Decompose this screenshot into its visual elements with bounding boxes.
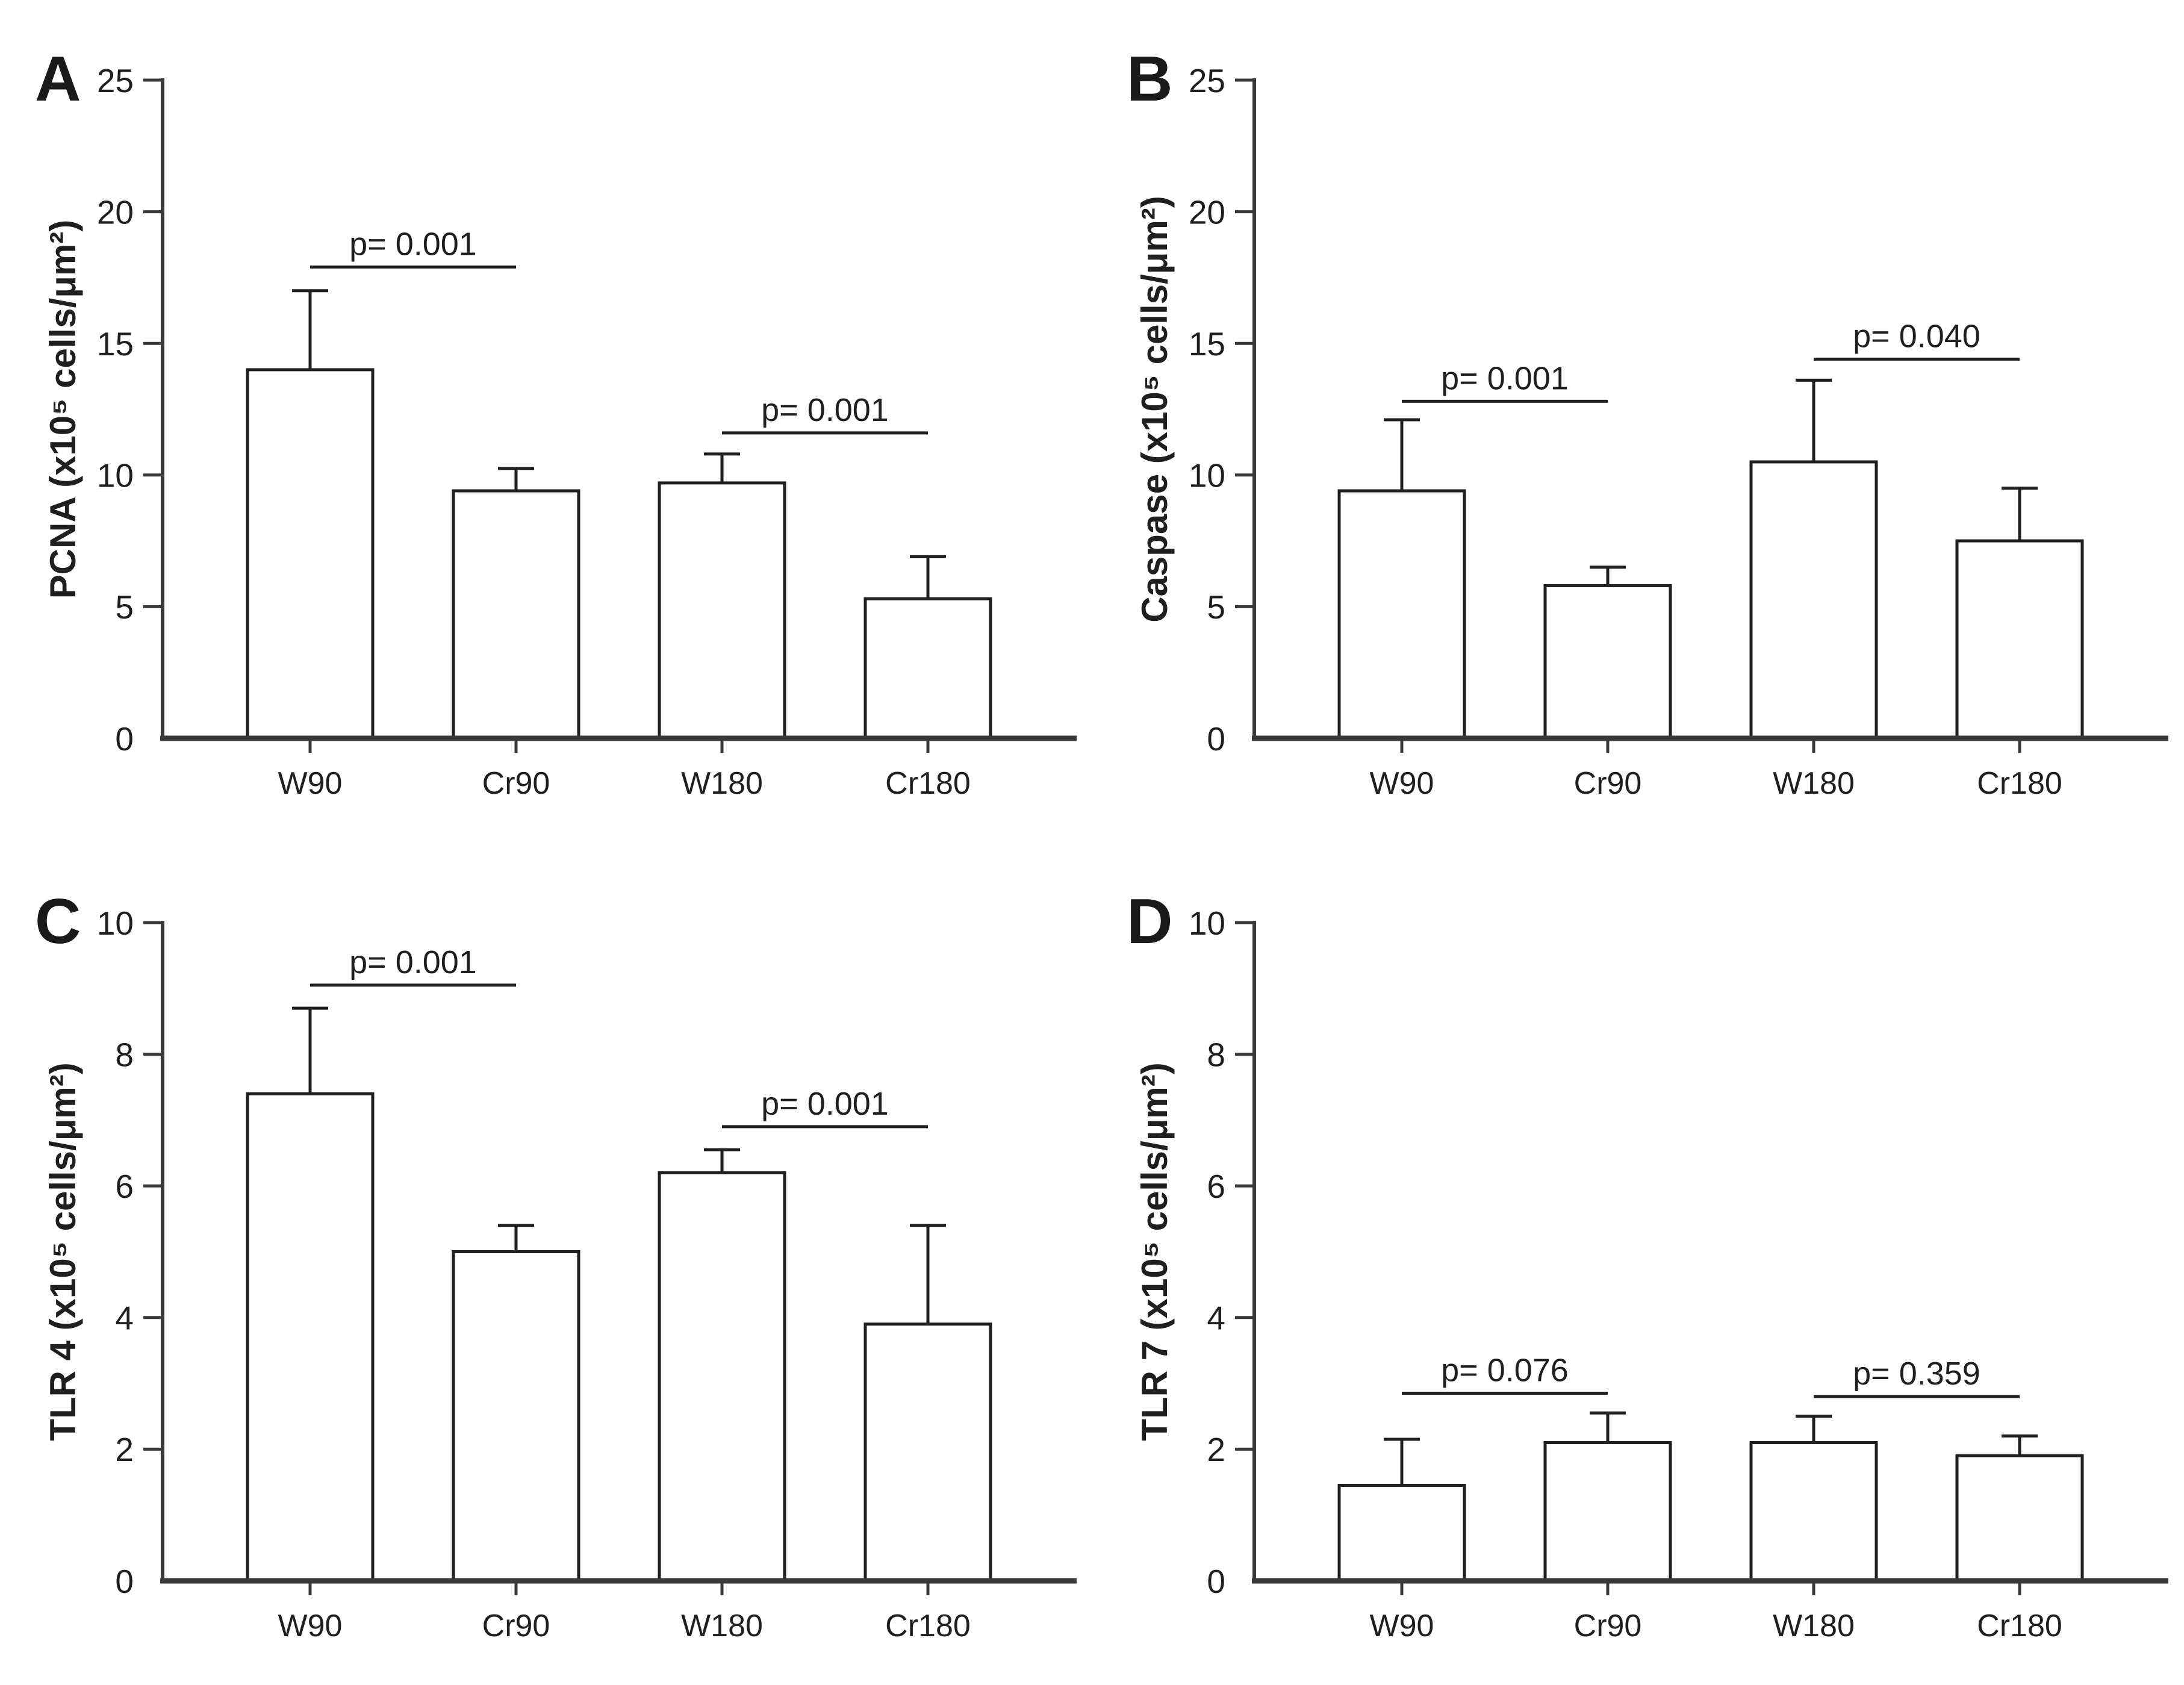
x-label-Cr90: Cr90 (482, 1609, 550, 1643)
y-tick-label-4: 4 (1207, 1300, 1225, 1337)
sig-label-1: p= 0.001 (349, 226, 477, 262)
chart-panel-d: 0 2 4 6 8 10 W90 Cr90 W180 Cr180 p= 0.076 p= 0.359 T… (1134, 905, 2168, 1643)
y-tick-label-0: 0 (1207, 720, 1225, 758)
bar-W180 (658, 1171, 786, 1583)
y-tick-label-2: 2 (115, 1431, 134, 1468)
y-tick-label-5: 5 (1207, 588, 1225, 626)
y-tick-label-10: 10 (1189, 457, 1225, 494)
y-tick-label-4: 4 (115, 1300, 134, 1337)
y-tick-label-5: 5 (115, 588, 134, 626)
x-label-Cr90: Cr90 (1574, 1609, 1642, 1643)
bar-W180 (1749, 460, 1878, 740)
x-label-Cr180: Cr180 (885, 766, 971, 801)
chart-panel-b: 0 5 10 15 20 25 W90 Cr90 W180 Cr180 p= 0.001 p= 0.0… (1134, 62, 2168, 801)
y-tick-label-20: 20 (97, 193, 134, 231)
bar-Cr90 (1543, 584, 1672, 740)
y-tick-label-6: 6 (115, 1168, 134, 1205)
sig-label-2: p= 0.040 (1853, 318, 1980, 354)
y-tick-label-8: 8 (115, 1036, 134, 1073)
y-tick-label-20: 20 (1189, 193, 1225, 231)
bar-W90 (246, 1092, 375, 1583)
x-label-W90: W90 (1370, 1609, 1434, 1643)
bar-W180 (658, 481, 786, 740)
panel-a: A 0 5 10 15 20 25 W90 Cr90 W180 Cr180 p= 0.001 p= 0… (0, 0, 1092, 842)
y-tick-label-10: 10 (97, 905, 134, 942)
x-label-W180: W180 (1773, 1609, 1855, 1643)
y-axis-title: Caspase (x10⁵ cells/μm²) (1134, 196, 1175, 623)
panel-d: D 0 2 4 6 8 10 W90 Cr90 W180 Cr180 p= 0.076 p= 0.35… (1092, 842, 2184, 1685)
x-label-Cr180: Cr180 (1977, 1609, 2062, 1643)
sig-label-1: p= 0.001 (349, 944, 477, 980)
chart-panel-c: 0 2 4 6 8 10 W90 Cr90 W180 Cr180 p= 0.001 p= 0.001 T… (43, 905, 1077, 1643)
bar-Cr90 (1543, 1441, 1672, 1583)
panel-b: B 0 5 10 15 20 25 W90 Cr90 W180 Cr180 p= 0.001 p= 0… (1092, 0, 2184, 842)
y-tick-label-15: 15 (97, 325, 134, 363)
x-label-W90: W90 (278, 1609, 343, 1643)
bar-Cr90 (452, 1250, 580, 1583)
y-tick-label-8: 8 (1207, 1036, 1225, 1073)
x-label-W90: W90 (1370, 766, 1434, 801)
y-tick-label-25: 25 (1189, 62, 1225, 99)
bar-Cr180 (863, 1322, 992, 1583)
chart-panel-a: 0 5 10 15 20 25 W90 Cr90 W180 Cr180 p= 0.001 p= 0.0… (43, 62, 1077, 801)
sig-label-2: p= 0.001 (761, 392, 889, 428)
y-tick-label-0: 0 (115, 720, 134, 758)
x-label-Cr180: Cr180 (1977, 766, 2062, 801)
panel-c: C 0 2 4 6 8 10 W90 Cr90 W180 Cr180 p= 0.001 p= 0.00… (0, 842, 1092, 1685)
bar-W90 (1337, 489, 1466, 740)
bar-Cr180 (1955, 1454, 2084, 1583)
y-tick-label-2: 2 (1207, 1431, 1225, 1468)
panel-letter-a: A (35, 43, 81, 114)
y-axis-title: TLR 7 (x10⁵ cells/μm²) (1134, 1062, 1175, 1441)
panel-letter-c: C (35, 886, 81, 957)
x-label-W180: W180 (681, 1609, 763, 1643)
sig-label-1: p= 0.001 (1441, 360, 1569, 396)
y-tick-label-0: 0 (1207, 1563, 1225, 1600)
bar-Cr90 (452, 489, 580, 740)
panel-letter-d: D (1127, 886, 1173, 957)
y-tick-label-10: 10 (1189, 905, 1225, 942)
panel-letter-b: B (1127, 43, 1173, 114)
x-label-Cr90: Cr90 (1574, 766, 1642, 801)
sig-label-2: p= 0.001 (761, 1086, 889, 1122)
y-tick-label-0: 0 (115, 1563, 134, 1600)
bar-Cr180 (863, 597, 992, 740)
sig-label-1: p= 0.076 (1441, 1352, 1569, 1388)
y-tick-label-15: 15 (1189, 325, 1225, 363)
sig-label-2: p= 0.359 (1853, 1356, 1980, 1392)
y-axis-title: PCNA (x10⁵ cells/μm²) (43, 220, 83, 599)
bar-Cr180 (1955, 539, 2084, 740)
x-label-W90: W90 (278, 766, 343, 801)
y-tick-label-25: 25 (97, 62, 134, 99)
x-label-Cr90: Cr90 (482, 766, 550, 801)
y-tick-label-6: 6 (1207, 1168, 1225, 1205)
y-axis-title: TLR 4 (x10⁵ cells/μm²) (43, 1062, 83, 1441)
x-label-Cr180: Cr180 (885, 1609, 971, 1643)
bar-W90 (1337, 1484, 1466, 1583)
x-label-W180: W180 (1773, 766, 1855, 801)
y-tick-label-10: 10 (97, 457, 134, 494)
bar-W90 (246, 368, 375, 740)
x-label-W180: W180 (681, 766, 763, 801)
bar-W180 (1749, 1441, 1878, 1583)
